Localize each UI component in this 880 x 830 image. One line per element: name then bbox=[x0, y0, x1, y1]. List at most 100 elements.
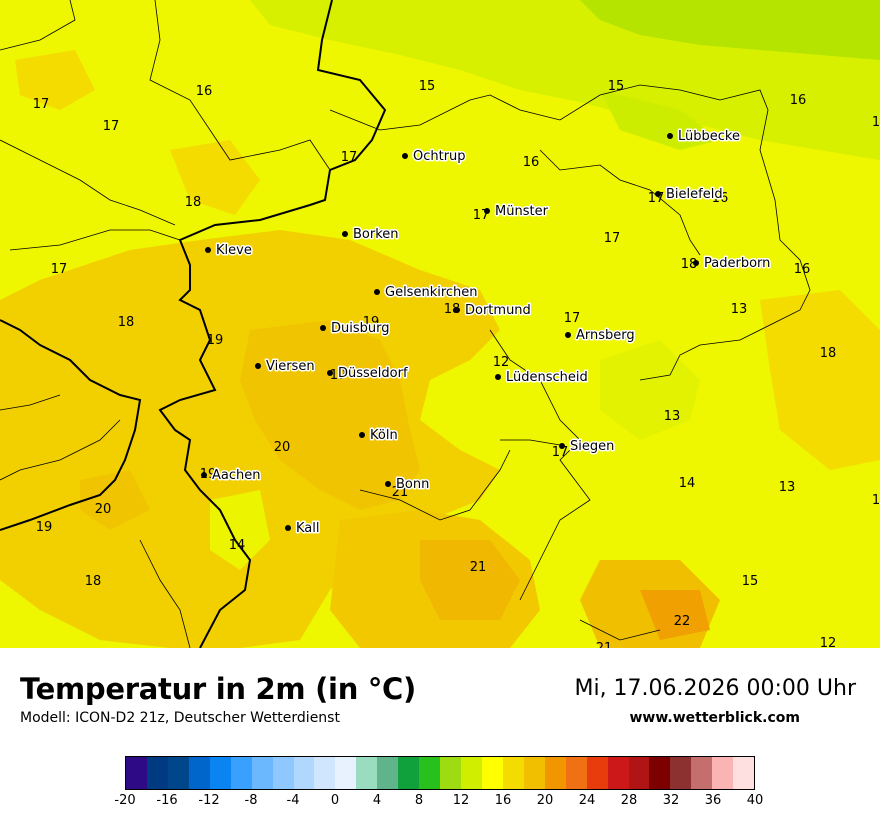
city-label-halo: Dortmund bbox=[465, 303, 531, 318]
warm-zone-southeast-core bbox=[640, 590, 710, 640]
city-label: Düsseldorf bbox=[338, 366, 408, 381]
isoline-label: 1 bbox=[872, 115, 880, 130]
colorbar-tick-label: -16 bbox=[156, 793, 178, 808]
isoline-label: 20 bbox=[274, 440, 291, 455]
isoline-label: 19 bbox=[207, 333, 224, 348]
map-title: Temperatur in 2m (in °C) bbox=[20, 672, 416, 706]
temperature-map: 15 15 16 16 17 17 1 17 16 18 17 16 17 17 17 18 16 18 13 18 1… bbox=[0, 0, 880, 648]
isoline-label: 16 bbox=[523, 155, 540, 170]
colorbar-swatch bbox=[691, 757, 713, 789]
isoline-label: 18 bbox=[681, 257, 698, 272]
colorbar-swatch bbox=[377, 757, 399, 789]
colorbar-swatch bbox=[440, 757, 461, 789]
isoline-label: 14 bbox=[229, 538, 246, 553]
city-dot-icon bbox=[454, 307, 460, 313]
city-dot-icon bbox=[255, 363, 261, 369]
isoline-label: 17 bbox=[51, 262, 68, 277]
isoline-labels: 15 15 16 16 17 17 1 17 16 18 17 16 17 17 17 18 16 18 13 18 1… bbox=[33, 79, 880, 648]
city-markers: LübbeckeLübbeckeOchtrupOchtrupBielefeldB… bbox=[201, 128, 772, 538]
colorbar-tick-label: 16 bbox=[494, 793, 512, 808]
city-label-halo: Ochtrup bbox=[413, 149, 466, 164]
isoline-label: 15 bbox=[742, 574, 759, 589]
city-label: Borken bbox=[353, 227, 399, 242]
isoline-label: 17 bbox=[33, 97, 50, 112]
colorbar-swatch bbox=[272, 757, 294, 789]
isoline-label: 19 bbox=[200, 467, 217, 482]
city-label: Köln bbox=[370, 428, 398, 443]
city-label: Dortmund bbox=[465, 303, 531, 318]
colorbar-swatch bbox=[335, 757, 357, 789]
isoline-label: 21 bbox=[596, 641, 613, 648]
colorbar-tick-label: 20 bbox=[536, 793, 554, 808]
colorbar-swatch bbox=[167, 757, 189, 789]
city-label: Paderborn bbox=[704, 256, 770, 271]
colorbar-tick-label: -4 bbox=[286, 793, 300, 808]
city-label-halo: Aachen bbox=[212, 468, 260, 483]
city-label-halo: Arnsberg bbox=[576, 328, 635, 343]
city-label-halo: Bielefeld bbox=[666, 187, 723, 202]
colorbar-swatch bbox=[314, 757, 336, 789]
isoline-label: 21 bbox=[392, 485, 409, 500]
city-label: Bielefeld bbox=[666, 187, 723, 202]
city-label: Arnsberg bbox=[576, 328, 635, 343]
city-label-halo: Bonn bbox=[396, 477, 429, 492]
isoline-label: 20 bbox=[95, 502, 112, 517]
isoline-label: 18 bbox=[444, 302, 461, 317]
city-label: Viersen bbox=[266, 359, 315, 374]
colorbar-tick-label: -20 bbox=[114, 793, 136, 808]
isoline-label: 17 bbox=[604, 231, 621, 246]
state-borders bbox=[0, 0, 387, 648]
city-dot-icon bbox=[484, 208, 490, 214]
city-dot-icon bbox=[495, 374, 501, 380]
city-label-halo: Münster bbox=[495, 204, 549, 219]
city-label-halo: Duisburg bbox=[331, 321, 390, 336]
warm-zone-northwest bbox=[15, 50, 95, 110]
colorbar-tick-label: 28 bbox=[620, 793, 638, 808]
city-dot-icon bbox=[402, 153, 408, 159]
city-label: Bonn bbox=[396, 477, 429, 492]
colorbar-tick-label: 40 bbox=[746, 793, 764, 808]
city-label-halo: Lübbecke bbox=[678, 129, 740, 144]
isoline-label: 13 bbox=[664, 409, 681, 424]
city-label: Aachen bbox=[212, 468, 260, 483]
colorbar-swatch bbox=[188, 757, 210, 789]
isoline-label: 17 bbox=[341, 150, 358, 165]
colorbar-tick-label: 12 bbox=[452, 793, 470, 808]
colorbar-tick-label: -12 bbox=[198, 793, 220, 808]
colorbar-swatch bbox=[481, 757, 503, 789]
colorbar-swatch bbox=[209, 757, 231, 789]
city-label: Lüdenscheid bbox=[506, 370, 588, 385]
city-label: Gelsenkirchen bbox=[385, 285, 478, 300]
city-dot-icon bbox=[342, 231, 348, 237]
cool-zone-eifel bbox=[210, 490, 270, 570]
isoline-label: 17 bbox=[552, 445, 569, 460]
colorbar-swatch bbox=[251, 757, 273, 789]
isoline-label: 22 bbox=[674, 614, 691, 629]
colorbar-tick-label: 32 bbox=[662, 793, 680, 808]
city-label: Kall bbox=[296, 521, 320, 536]
warm-zone-aachen-west bbox=[80, 470, 150, 530]
city-label-halo: Borken bbox=[353, 227, 399, 242]
colorbar-swatch bbox=[502, 757, 524, 789]
colorbar-swatch bbox=[461, 757, 482, 789]
website-link[interactable]: www.wetterblick.com bbox=[629, 710, 801, 726]
isoline-label: 18 bbox=[118, 315, 135, 330]
city-label: Lübbecke bbox=[678, 129, 740, 144]
colorbar-swatch bbox=[126, 757, 147, 789]
isoline-label: 19 bbox=[36, 520, 53, 535]
isoline-label: 1 bbox=[872, 493, 880, 508]
colorbar-swatch bbox=[293, 757, 315, 789]
city-dot-icon bbox=[327, 370, 333, 376]
city-label-halo: Kleve bbox=[216, 243, 252, 258]
